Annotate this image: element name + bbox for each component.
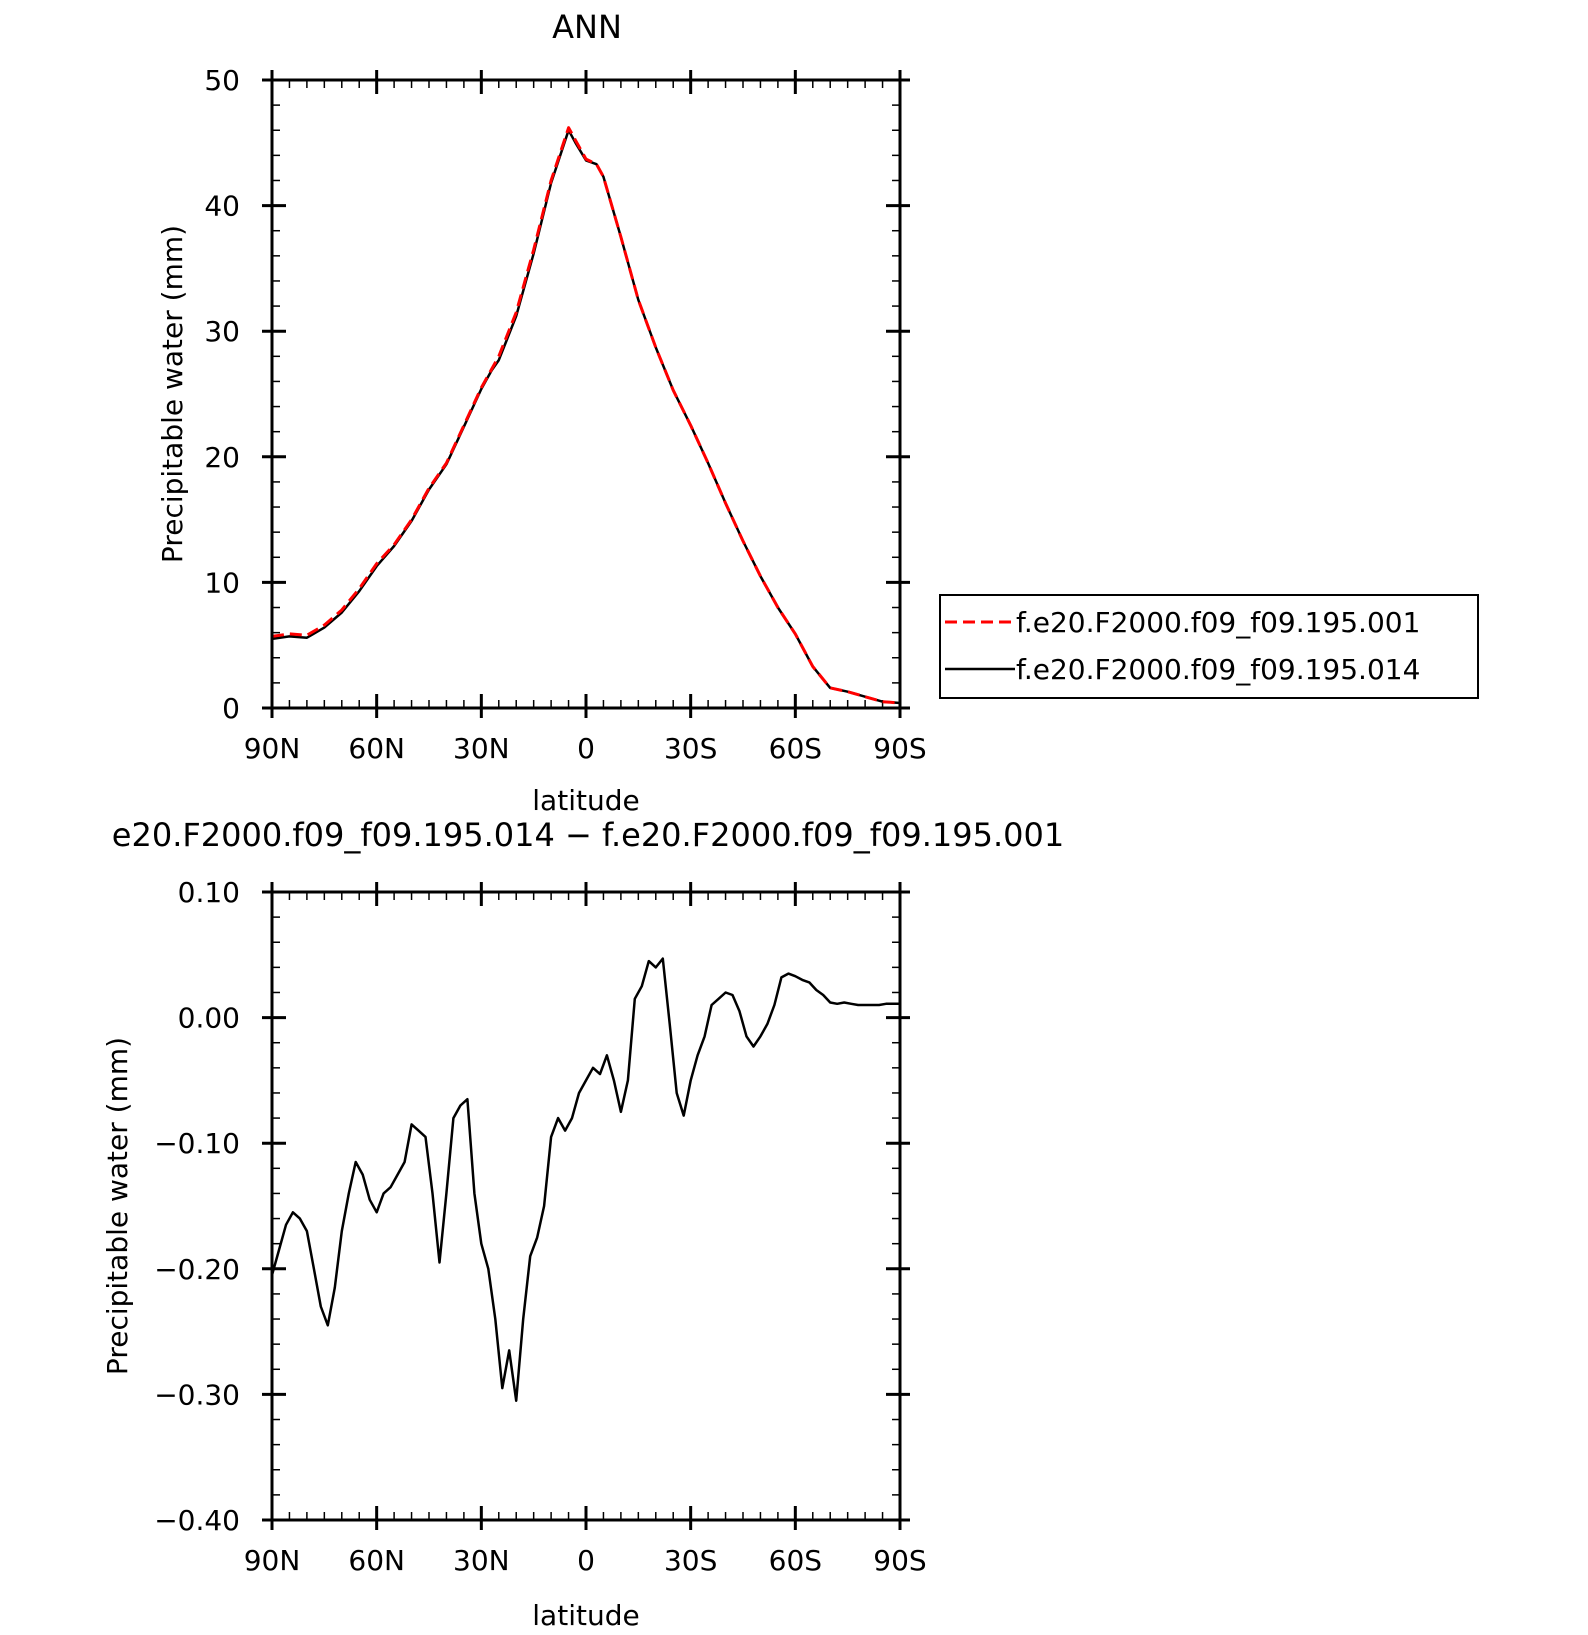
bottom-chart-plot-frame [270, 890, 902, 1522]
bottom-chart-series-line-1 [270, 957, 900, 1402]
bottom-chart-y-tick-label: −0.30 [154, 1378, 240, 1411]
bottom-chart-x-tick-label: 30N [453, 1544, 510, 1577]
bottom-chart-y-tick-label: 0.00 [178, 1002, 240, 1035]
bottom-chart-y-axis-title: Precipitable water (mm) [101, 1037, 134, 1375]
top-chart-x-tick-label: 90N [244, 732, 301, 765]
legend-label-series-1: f.e20.F2000.f09_f09.195.001 [1016, 606, 1420, 639]
bottom-chart-x-tick-label: 60N [348, 1544, 405, 1577]
top-chart-y-tick-label: 10 [204, 566, 240, 599]
top-chart-y-tick-label: 20 [204, 441, 240, 474]
top-chart-y-tick-label: 40 [204, 190, 240, 223]
bottom-chart-y-tick-label: −0.10 [154, 1127, 240, 1160]
top-chart-series-line-2 [271, 128, 901, 705]
bottom-chart-y-tick-label: −0.20 [154, 1253, 240, 1286]
top-chart-x-tick-label: 0 [577, 732, 595, 765]
top-chart-series-group [271, 126, 901, 705]
legend-label-series-2: f.e20.F2000.f09_f09.195.014 [1016, 653, 1420, 686]
top-chart-y-axis-title: Precipitable water (mm) [156, 225, 189, 563]
bottom-chart-y-tick-label: −0.40 [154, 1504, 240, 1537]
top-chart-series-line-1 [271, 126, 901, 705]
top-chart-x-tick-label: 30S [664, 732, 717, 765]
top-chart-x-tick-label: 30N [453, 732, 510, 765]
top-chart-x-tick-label: 60N [348, 732, 405, 765]
bottom-chart-ticks: 90N 60N 30N 0 30S 60S 90S −0.40 −0.30 −0.20 −0.10 0… [154, 876, 927, 1577]
bottom-chart-series-group [270, 957, 900, 1402]
top-chart-ticks: 90N 60N 30N 0 30S 60S 90S 0 10 20 30 40 50 [204, 64, 926, 765]
bottom-chart-x-tick-label: 90S [873, 1544, 926, 1577]
bottom-chart-x-tick-label: 90N [244, 1544, 301, 1577]
top-chart-y-tick-label: 0 [222, 692, 240, 725]
top-chart-title: ANN [552, 8, 622, 46]
bottom-chart-title: e20.F2000.f09_f09.195.014 − f.e20.F2000.… [112, 816, 1064, 854]
top-chart-y-tick-label: 50 [204, 64, 240, 97]
bottom-chart-x-tick-label: 60S [769, 1544, 822, 1577]
bottom-chart-x-axis-title: latitude [532, 1599, 639, 1632]
bottom-chart-x-tick-label: 30S [664, 1544, 717, 1577]
top-chart-x-tick-label: 60S [769, 732, 822, 765]
top-chart-x-axis-title: latitude [532, 784, 639, 817]
top-chart-plot-frame [270, 78, 902, 710]
bottom-chart-panel: e20.F2000.f09_f09.195.014 − f.e20.F2000.… [101, 816, 1064, 1632]
legend: f.e20.F2000.f09_f09.195.001 f.e20.F2000.… [939, 594, 1479, 699]
bottom-chart-x-tick-label: 0 [577, 1544, 595, 1577]
top-chart-y-tick-label: 30 [204, 315, 240, 348]
bottom-chart-y-tick-label: 0.10 [178, 876, 240, 909]
top-chart-panel: ANN 90N 60N 30N 0 30S 60S 90S 0 10 20 30 40 50 Preci… [156, 8, 1479, 817]
legend-box [939, 594, 1479, 699]
top-chart-x-tick-label: 90S [873, 732, 926, 765]
